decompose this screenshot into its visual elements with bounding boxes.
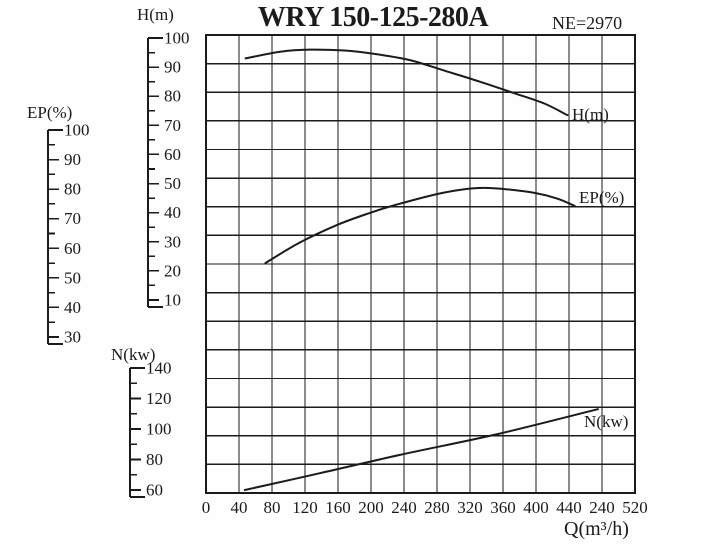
h-scale-tick-label: 10: [164, 291, 181, 310]
x-axis-title: Q(m³/h): [564, 518, 629, 540]
x-axis-tick-label: 120: [292, 498, 318, 517]
n-axis-title: N(kw): [111, 345, 156, 364]
h-scale-tick-label: 30: [164, 232, 181, 251]
ep-scale-tick-label: 60: [64, 239, 81, 258]
ep-scale-tick-label: 90: [64, 150, 81, 169]
n-curve-label: N(kw): [584, 412, 629, 431]
x-axis-tick-label: 320: [457, 498, 483, 517]
h-scale-tick-label: 40: [164, 203, 181, 222]
n-scale-bar: [129, 367, 145, 498]
h-axis-title: H(m): [137, 5, 174, 24]
h-scale-tick-label: 60: [164, 145, 181, 164]
h-scale-tick-label: 50: [164, 174, 181, 193]
grid: [204, 33, 637, 495]
n-scale-tick-label: 100: [146, 420, 172, 439]
x-axis-tick-label: 160: [325, 498, 351, 517]
x-axis-tick-label: 240: [391, 498, 417, 517]
x-axis-tick-label: 40: [231, 498, 248, 517]
ep-scale-tick-label: 40: [64, 298, 81, 317]
h-scale-bar: [147, 37, 163, 308]
ep-axis-title: EP(%): [27, 103, 73, 122]
ep-scale-tick-labels: 100 90 80 70 60 50 40 30: [64, 121, 90, 347]
x-axis-tick-label: 0: [202, 498, 211, 517]
h-scale-tick-label: 90: [164, 58, 181, 77]
x-axis-tick-labels: 0 40 80 120 160 200 240 280 320 360 400 440 240 520: [202, 498, 648, 517]
h-scale-tick-label: 100: [164, 29, 190, 48]
h-curve-label: H(m): [572, 105, 609, 124]
n-curve: [243, 408, 599, 491]
ep-scale-bar: [47, 129, 63, 345]
x-axis-tick-label: 80: [264, 498, 281, 517]
chart-title: WRY 150-125-280A: [257, 2, 489, 33]
h-scale-tick-label: 70: [164, 116, 181, 135]
h-curve: [244, 48, 569, 117]
plot-border: [204, 33, 637, 495]
x-axis-tick-label: 240: [589, 498, 615, 517]
x-axis-tick-label: 440: [556, 498, 582, 517]
ep-scale-tick-label: 30: [64, 328, 81, 347]
n-scale-tick-label: 120: [146, 389, 172, 408]
x-axis-tick-label: 520: [622, 498, 648, 517]
ep-scale-tick-label: 50: [64, 268, 81, 287]
x-axis-tick-label: 360: [490, 498, 516, 517]
h-scale-tick-labels: 100 90 80 70 60 50 40 30 20 10: [164, 29, 190, 310]
n-scale-tick-labels: 140 120 100 80 60: [146, 359, 172, 500]
x-axis-tick-label: 200: [358, 498, 384, 517]
speed-annotation: NE=2970: [552, 13, 623, 33]
h-scale-tick-label: 80: [164, 87, 181, 106]
ep-scale-tick-label: 70: [64, 209, 81, 228]
x-axis-tick-label: 280: [424, 498, 450, 517]
n-scale-tick-label: 60: [146, 481, 163, 500]
n-scale-tick-label: 80: [146, 450, 163, 469]
ep-scale-tick-label: 100: [64, 121, 90, 140]
ep-scale-tick-label: 80: [64, 180, 81, 199]
h-scale-tick-label: 20: [164, 261, 181, 280]
n-scale-tick-label: 140: [146, 359, 172, 378]
x-axis-tick-label: 400: [523, 498, 549, 517]
ep-curve-label: EP(%): [579, 188, 625, 207]
ep-curve: [264, 186, 576, 265]
